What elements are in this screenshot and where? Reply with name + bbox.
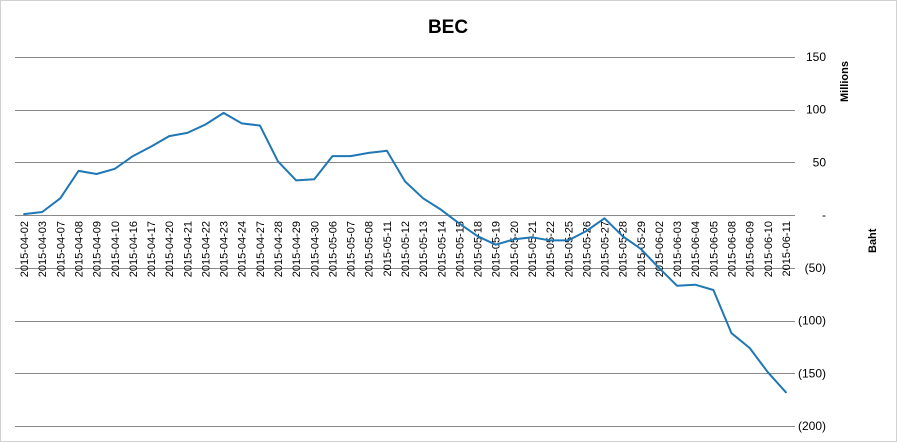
x-tick-label: 2015-06-09: [745, 221, 757, 277]
x-tick-label: 2015-06-05: [708, 221, 720, 277]
x-tick-label: 2015-05-18: [473, 221, 485, 277]
y-tick-label: 100: [806, 103, 826, 117]
x-tick-label: 2015-05-20: [509, 221, 521, 277]
x-tick-label: 2015-04-30: [309, 221, 321, 277]
x-tick-label: 2015-04-29: [291, 221, 303, 277]
x-tick-label: 2015-04-09: [92, 221, 104, 277]
x-tick-label: 2015-04-27: [255, 221, 267, 277]
x-tick-label: 2015-05-12: [400, 221, 412, 277]
y-axis-label: Baht: [867, 228, 879, 253]
x-tick-label: 2015-04-23: [219, 221, 231, 277]
x-tick-label: 2015-05-19: [491, 221, 503, 277]
y-tick-label: (150): [798, 366, 826, 380]
x-tick-label: 2015-04-10: [110, 221, 122, 277]
x-tick-label: 2015-04-24: [237, 221, 249, 277]
x-tick-label: 2015-05-08: [364, 221, 376, 277]
x-tick-label: 2015-06-04: [690, 221, 702, 277]
x-tick-label: 2015-05-21: [527, 221, 539, 277]
x-tick-label: 2015-04-16: [128, 221, 140, 277]
y-tick-label: (200): [798, 419, 826, 433]
y-tick-label: 50: [813, 155, 827, 169]
x-tick-label: 2015-04-22: [201, 221, 213, 277]
x-axis-ticks: 2015-04-02 2015-04-03 2015-04-07 2015-04-08…: [19, 221, 793, 277]
x-tick-label: 2015-05-06: [327, 221, 339, 277]
x-tick-label: 2015-05-28: [618, 221, 630, 277]
x-tick-label: 2015-04-17: [146, 221, 158, 277]
x-tick-label: 2015-04-28: [273, 221, 285, 277]
x-tick-label: 2015-04-02: [19, 221, 31, 277]
x-tick-label: 2015-05-15: [454, 221, 466, 277]
y-tick-label: 150: [806, 50, 826, 64]
x-tick-label: 2015-04-21: [182, 221, 194, 277]
y-axis-ticks: 150 100 50 - (50) (100) (150) (200): [798, 50, 826, 433]
gridlines: [15, 57, 795, 427]
x-tick-label: 2015-05-22: [545, 221, 557, 277]
series-line: [23, 111, 787, 394]
x-tick-label: 2015-05-14: [436, 221, 448, 277]
y-tick-label: (100): [798, 314, 826, 328]
y-tick-label: (50): [805, 261, 826, 275]
x-tick-label: 2015-05-27: [600, 221, 612, 277]
x-tick-label: 2015-05-26: [581, 221, 593, 277]
x-tick-label: 2015-06-10: [763, 221, 775, 277]
y-unit-label: Millions: [839, 61, 851, 102]
x-tick-label: 2015-04-07: [55, 221, 67, 277]
x-tick-label: 2015-04-03: [37, 221, 49, 277]
chart-title: BEC: [428, 17, 468, 38]
x-tick-label: 2015-06-11: [781, 221, 793, 276]
x-tick-label: 2015-05-25: [563, 221, 575, 277]
x-tick-label: 2015-06-03: [672, 221, 684, 277]
x-tick-label: 2015-04-20: [164, 221, 176, 277]
x-tick-label: 2015-05-07: [346, 221, 358, 277]
y-tick-label: -: [822, 208, 826, 222]
x-tick-label: 2015-04-08: [74, 221, 86, 277]
x-tick-label: 2015-06-08: [727, 221, 739, 277]
x-tick-label: 2015-05-13: [418, 221, 430, 277]
x-tick-label: 2015-06-02: [654, 221, 666, 277]
x-tick-label: 2015-05-11: [382, 221, 394, 276]
